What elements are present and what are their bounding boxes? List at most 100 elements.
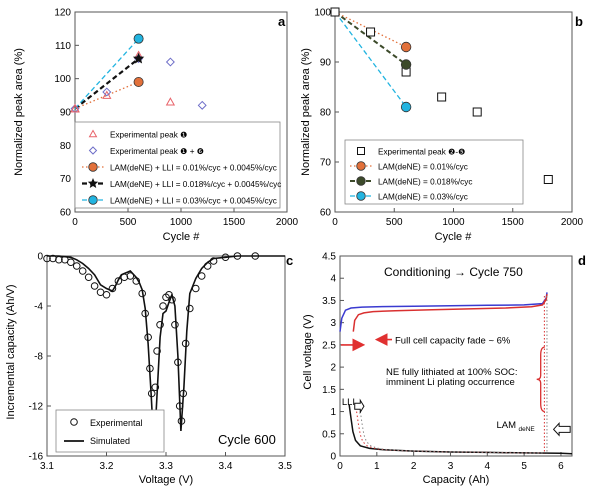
- circle-point: [400, 41, 412, 53]
- panel-c-x-axis-label: Voltage (V): [139, 474, 193, 486]
- panel-c-legend-box: [55, 409, 165, 453]
- voltage-curve: [348, 404, 573, 455]
- x-tick-label: 500: [386, 217, 403, 228]
- x-tick-label: 500: [120, 217, 137, 228]
- panel-c-cycle-annotation: Cycle 600: [218, 432, 276, 447]
- circle-point: [197, 272, 206, 280]
- y-tick-label: 70: [320, 158, 332, 169]
- circle-point: [70, 418, 78, 426]
- y-tick-label: 0: [37, 252, 43, 263]
- panel-a-x-axis-label: Cycle #: [163, 231, 201, 243]
- y-tick-label: 90: [60, 108, 72, 119]
- x-tick-label: 0: [332, 217, 338, 228]
- square-point: [543, 175, 553, 184]
- circle-point: [209, 257, 218, 265]
- panel-d-title: Conditioning → Cycle 750: [384, 265, 523, 279]
- y-tick-label: 4.5: [322, 252, 336, 263]
- legend-label: Experimental peak ❷-❺: [378, 148, 466, 157]
- lam-arrow: [552, 422, 571, 437]
- y-tick-label: 3: [330, 318, 336, 329]
- circle-point: [114, 277, 123, 285]
- x-tick-label: 1: [374, 461, 380, 472]
- y-tick-label: 70: [60, 174, 72, 185]
- x-tick-label: 5: [521, 461, 527, 472]
- circle-point: [133, 77, 144, 88]
- x-tick-label: 0: [72, 217, 78, 228]
- circle-point: [179, 389, 188, 398]
- lam-subscript: deNE: [519, 426, 536, 433]
- y-tick-label: 0: [330, 452, 336, 463]
- y-tick-label: 60: [60, 208, 72, 219]
- legend-label: Experimental peak ❶: [110, 131, 187, 140]
- circle-point: [156, 320, 164, 329]
- legend-label: Experimental: [90, 418, 143, 428]
- circle-point: [84, 273, 93, 282]
- legend-label: Experimental peak ❶ + ❻: [110, 147, 204, 156]
- panel-c-ticks: 3.1 3.2 3.3 3.4 3.5 0 -4 -8 -12 -16: [29, 252, 293, 473]
- y-tick-label: 100: [54, 74, 71, 85]
- triangle-point: [102, 90, 112, 99]
- triangle-point: [88, 129, 98, 138]
- panel-a-legend-box: [74, 121, 281, 209]
- y-tick-label: 60: [320, 208, 332, 219]
- panel-d-ticks: 0 1 2 3 4 5 6 0 0.5 1 1.5 2 2.5 3 3.5 4 4.5: [322, 252, 564, 473]
- panel-d-annotations: Full cell capacity fade ~ 6% NE fully lit…: [341, 333, 571, 437]
- panel-b-letter: b: [575, 14, 583, 29]
- square-point: [366, 27, 376, 37]
- circle-point: [132, 277, 141, 285]
- panel-b-x-axis-label: Cycle #: [435, 231, 473, 243]
- x-tick-label: 3.1: [40, 461, 54, 472]
- circle-point: [108, 284, 117, 293]
- circle-point: [159, 302, 167, 310]
- diamond-point: [88, 146, 98, 155]
- y-tick-label: -12: [29, 402, 44, 413]
- panel-d-letter: d: [578, 253, 586, 268]
- circle-point: [177, 417, 186, 425]
- circle-point: [144, 333, 152, 342]
- square-point: [330, 7, 340, 17]
- circle-point: [43, 254, 51, 263]
- x-tick-label: 3.3: [159, 461, 173, 472]
- diamond-point: [70, 104, 80, 114]
- circle-point: [356, 176, 366, 186]
- circle-point: [203, 262, 212, 270]
- circle-point: [90, 282, 99, 290]
- circle-point: [181, 339, 190, 348]
- series-line: [74, 81, 139, 110]
- circle-point: [88, 195, 98, 205]
- y-tick-label: -8: [34, 352, 43, 363]
- x-tick-label: 4: [485, 461, 491, 472]
- x-tick-label: 3: [448, 461, 454, 472]
- circle-point: [400, 59, 412, 70]
- circle-point: [67, 258, 75, 267]
- panel-d-y-axis-label: Cell voltage (V): [302, 314, 314, 389]
- circle-point: [233, 252, 242, 260]
- lli-arrow: [354, 398, 365, 414]
- brace: [536, 346, 545, 413]
- circle-point: [141, 309, 149, 318]
- circle-point: [147, 389, 156, 398]
- legend-label: LAM(deNE) = 0.01%/cyc: [378, 163, 468, 172]
- y-tick-label: 2: [330, 363, 336, 374]
- diamond-point: [102, 87, 112, 97]
- panel-b-ticks: 0 500 1000 1500 2000 60 70 80 90 100: [314, 8, 583, 229]
- x-tick-label: 1500: [223, 217, 246, 228]
- panel-c-data-points: [43, 252, 260, 425]
- x-tick-label: 1500: [502, 217, 525, 228]
- circle-point: [138, 289, 146, 298]
- panel-c-letter: c: [286, 253, 293, 268]
- legend-label: LAM(deNE) + LLI = 0.018%/cyc + 0.0045%/c…: [110, 180, 281, 189]
- y-tick-label: 4: [330, 274, 336, 285]
- circle-point: [400, 101, 412, 113]
- y-tick-label: -16: [29, 452, 44, 463]
- panel-a-legend: Experimental peak ❶ Experimental peak ❶ +…: [74, 121, 281, 209]
- voltage-curve: [356, 411, 543, 454]
- circle-point: [174, 358, 182, 367]
- capacity-fade-label: Full cell capacity fade ~ 6%: [395, 336, 511, 347]
- y-tick-label: 90: [320, 58, 332, 69]
- y-tick-label: 110: [55, 41, 71, 52]
- circle-point: [126, 272, 135, 280]
- panel-c-legend: Experimental Simulated: [55, 409, 165, 453]
- star-point: [87, 178, 99, 188]
